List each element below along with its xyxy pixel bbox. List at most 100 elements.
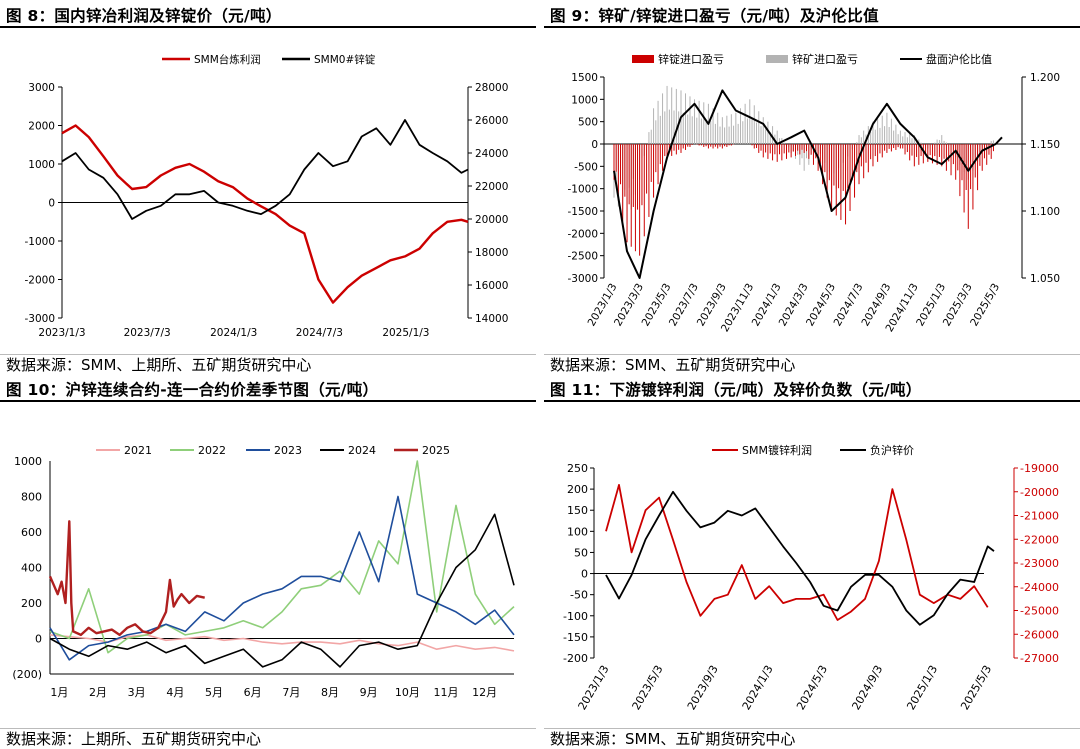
- chart-title-bar: 图 8：国内锌冶利润及锌锭价（元/吨）: [0, 0, 536, 28]
- legend-label: 2025: [422, 444, 450, 457]
- chart-panel-fig8: 图 8：国内锌冶利润及锌锭价（元/吨） 3000 2000 1000 0 -1000 -2…: [0, 0, 536, 374]
- y-tick-label: 400: [21, 562, 42, 575]
- y2-tick-label: -25000: [1020, 605, 1059, 618]
- series-line: [49, 513, 515, 668]
- y-tick-label: 0: [581, 568, 588, 581]
- y2-tick-label: -23000: [1020, 557, 1059, 570]
- chart-source: 数据来源：SMM、上期所、五矿期货研究中心: [6, 356, 312, 374]
- x-tick-label: 1月: [50, 686, 68, 699]
- chart-panel-fig9: 图 9：锌矿/锌锭进口盈亏（元/吨）及沪伦比值 1500 1000 500 0 -500…: [544, 0, 1080, 374]
- legend-label: SMM镀锌利润: [742, 443, 812, 457]
- y2-tick-label: -22000: [1020, 533, 1059, 546]
- y-tick-label: 600: [21, 526, 42, 539]
- x-tick-label: 2025/1/3: [382, 327, 429, 339]
- x-tick-label: 7月: [282, 686, 300, 699]
- chart-source: 数据来源：上期所、五矿期货研究中心: [6, 730, 262, 748]
- legend-label: 2021: [124, 444, 152, 457]
- y-tick-label: -2500: [567, 251, 598, 263]
- y-tick-label: -500: [574, 161, 598, 173]
- y-tick-label: 200: [21, 597, 42, 610]
- y2-tick-label: -20000: [1020, 486, 1059, 499]
- y-tick-label: (200): [12, 668, 42, 681]
- legend-label: 2023: [274, 444, 302, 457]
- y-tick-label: 1000: [571, 94, 598, 106]
- y-tick-label: 0: [48, 198, 55, 210]
- x-tick-label: 3月: [128, 686, 146, 699]
- x-tick-label: 8月: [321, 686, 339, 699]
- legend-swatch: [632, 55, 654, 63]
- chart-title: 图 11：下游镀锌利润（元/吨）及锌价负数（元/吨）: [550, 381, 922, 399]
- x-tick-label: 2024/7/3: [296, 327, 343, 339]
- y2-tick-label: 1.050: [1030, 273, 1060, 285]
- y2-tick-label: 22000: [475, 181, 508, 193]
- y-tick-label: -1000: [567, 184, 598, 196]
- series-line: [605, 490, 995, 626]
- y-tick-label: -100: [563, 610, 588, 623]
- y2-tick-label: -24000: [1020, 581, 1059, 594]
- y2-tick-label: -27000: [1020, 652, 1059, 665]
- series-line: [49, 634, 515, 652]
- x-tick-label: 2023/7/3: [124, 327, 171, 339]
- x-tick-label: 6月: [244, 686, 262, 699]
- y-tick-label: -2000: [567, 228, 598, 240]
- y-tick-label: -3000: [567, 273, 598, 285]
- x-tick-label: 2023/9/3: [685, 663, 721, 712]
- x-tick-label: 4月: [166, 686, 184, 699]
- x-tick-label: 5月: [205, 686, 223, 699]
- y-tick-label: -200: [563, 652, 588, 665]
- y-tick-label: 800: [21, 491, 42, 504]
- y2-tick-label: -26000: [1020, 628, 1059, 641]
- chart-title-bar: 图 9：锌矿/锌锭进口盈亏（元/吨）及沪伦比值: [544, 0, 1080, 28]
- chart-title: 图 8：国内锌冶利润及锌锭价（元/吨）: [6, 7, 282, 25]
- x-tick-label: 2024/1/3: [210, 327, 257, 339]
- x-tick-label: 2023/5/3: [630, 663, 666, 712]
- y-tick-label: 50: [574, 546, 588, 559]
- x-tick-label: 2024/1/3: [740, 663, 776, 712]
- y-tick-label: -1500: [567, 206, 598, 218]
- source-bar: 数据来源：SMM、上期所、五矿期货研究中心: [0, 354, 536, 374]
- y-tick-label: 200: [567, 483, 588, 496]
- series-line: [613, 89, 1003, 279]
- x-tick-label: 2023/1/3: [38, 327, 85, 339]
- y2-tick-label: 1.150: [1030, 139, 1060, 151]
- y-tick-label: 3000: [28, 82, 55, 94]
- chart-fig8: 3000 2000 1000 0 -1000 -2000 -3000 28000 26000 24…: [24, 53, 508, 339]
- x-tick-label: 9月: [360, 686, 378, 699]
- legend-swatch: [766, 55, 788, 63]
- legend-label: 2024: [348, 444, 376, 457]
- series-line: [61, 119, 469, 220]
- chart-panel-fig10: 图 10：沪锌连续合约-连一合约价差季节图（元/吨） 1000 800 600 400…: [0, 374, 536, 748]
- chart-source: 数据来源：SMM、五矿期货研究中心: [550, 356, 796, 374]
- x-tick-label: 2024/9/3: [849, 663, 885, 712]
- series-line: [605, 484, 989, 621]
- y-tick-label: -150: [563, 631, 588, 644]
- legend-label: 负沪锌价: [870, 443, 914, 457]
- y2-tick-label: 20000: [475, 214, 508, 226]
- y-tick-label: 1000: [28, 159, 55, 171]
- x-tick-label: 12月: [472, 686, 497, 699]
- chart-title: 图 9：锌矿/锌锭进口盈亏（元/吨）及沪伦比值: [550, 7, 879, 25]
- chart-fig11: 250 200 150 100 50 0 -50 -100 -150 -200 -19000 -200…: [563, 443, 1059, 712]
- source-bar: 数据来源：上期所、五矿期货研究中心: [0, 728, 536, 748]
- x-tick-label: 10月: [395, 686, 420, 699]
- legend-label: SMM0#锌锭: [314, 53, 376, 66]
- chart-source: 数据来源：SMM、五矿期货研究中心: [550, 730, 796, 748]
- y-tick-label: -1000: [24, 236, 55, 248]
- y2-tick-label: 14000: [475, 313, 508, 325]
- y-tick-label: 0: [591, 139, 598, 151]
- legend-label: 锌锭进口盈亏: [658, 52, 724, 66]
- chart-title-bar: 图 10：沪锌连续合约-连一合约价差季节图（元/吨）: [0, 374, 536, 402]
- x-tick-label: 11月: [434, 686, 459, 699]
- y2-tick-label: 18000: [475, 247, 508, 259]
- chart-panel-fig11: 图 11：下游镀锌利润（元/吨）及锌价负数（元/吨） 250 200 150 100 5…: [544, 374, 1080, 748]
- y2-tick-label: 26000: [475, 115, 508, 127]
- x-tick-label: 2023/1/3: [576, 663, 612, 712]
- legend-label: 2022: [198, 444, 226, 457]
- x-tick-label: 2025/1/3: [904, 663, 940, 712]
- source-bar: 数据来源：SMM、五矿期货研究中心: [544, 354, 1080, 374]
- y2-tick-label: -21000: [1020, 510, 1059, 523]
- x-tick-label: 2025/5/3: [958, 663, 994, 712]
- series-line: [48, 520, 205, 637]
- y2-tick-label: -19000: [1020, 462, 1059, 475]
- series-line: [61, 124, 469, 304]
